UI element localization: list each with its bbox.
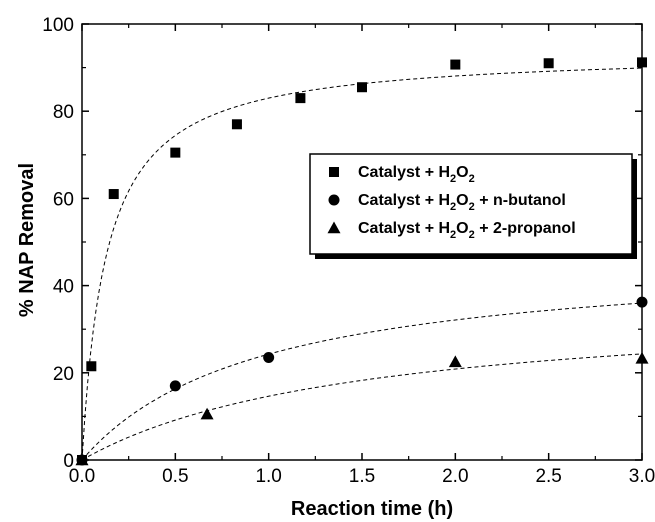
y-tick-label: 40 [53,277,74,298]
x-tick-label: 0.0 [69,466,95,487]
data-point-square [637,57,647,68]
data-point-square [543,58,554,69]
legend-entry-square: Catalyst + H2O2 [358,164,475,185]
y-tick-label: 80 [53,102,74,123]
y-tick-label: 60 [53,189,74,210]
data-point-square [108,189,119,200]
data-points [75,57,649,466]
y-tick-label: 100 [42,15,74,36]
y-axis-title: % NAP Removal [16,163,38,317]
x-tick-label: 2.5 [535,466,561,487]
fit-curves [81,67,643,461]
y-axis-ticks: 0 20 40 60 80 100 [42,15,642,472]
x-axis-ticks: 0.0 0.5 1.0 1.5 2.0 2.5 3.0 [69,24,655,487]
legend-marker-square [329,167,339,177]
data-point-triangle [75,453,89,466]
data-point-circle [169,380,181,392]
legend-marker-circle [328,194,340,206]
data-point-square [231,119,242,130]
x-tick-label: 1.0 [255,466,281,487]
data-point-square [86,361,97,372]
data-point-triangle [448,355,462,368]
data-point-square [170,147,181,158]
legend-marker-triangle [327,221,341,234]
x-tick-label: 2.0 [442,466,468,487]
legend-entry-triangle: Catalyst + H2O2 + 2-propanol [358,220,576,241]
fit-curve-square [81,67,643,461]
data-point-circle [263,352,275,364]
x-tick-label: 3.0 [629,466,655,487]
x-tick-label: 1.5 [349,466,375,487]
x-axis-title: Reaction time (h) [291,498,453,520]
data-point-triangle [635,351,649,364]
data-point-triangle [200,407,214,420]
y-tick-label: 20 [53,364,74,385]
legend-box [309,153,633,255]
legend-entry-circle: Catalyst + H2O2 + n-butanol [358,192,566,213]
fit-curve-circle [81,302,643,461]
fit-curve-triangle [81,353,643,461]
data-point-square [295,93,306,104]
data-point-square [450,59,461,70]
data-point-circle [636,296,648,308]
data-point-square [357,82,367,93]
legend: Catalyst + H2O2 Catalyst + H2O2 + n-butan… [309,153,637,259]
x-tick-label: 0.5 [162,466,188,487]
y-tick-label: 0 [63,451,74,472]
